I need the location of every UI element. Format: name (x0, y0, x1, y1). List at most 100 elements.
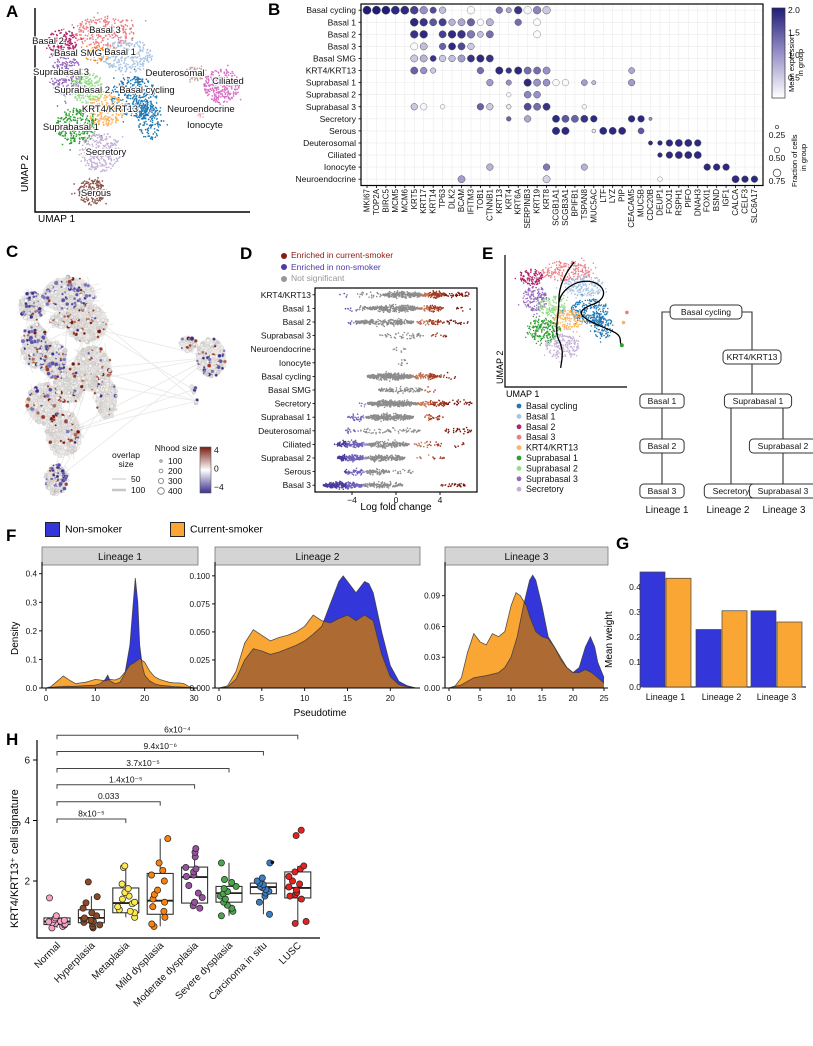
b-expression-dot (430, 67, 437, 74)
d-points (445, 399, 473, 406)
c-nhood-node (25, 338, 29, 342)
d-row-label: Serous (284, 467, 311, 477)
panel-d-legend-non-smoker: Enriched in non-smoker (281, 262, 381, 272)
c-nhood-node (76, 436, 80, 439)
c-nhood-node (68, 447, 72, 451)
c-nhood-node (42, 295, 47, 300)
c-nhood-node (91, 351, 95, 355)
d-points (347, 413, 364, 423)
b-gene-label: DLK2 (448, 188, 457, 209)
c-nhood-node (24, 298, 29, 303)
d-points (358, 402, 363, 407)
b-expression-dot (533, 30, 541, 39)
f-ytick-label: 0.000 (190, 684, 211, 693)
b-expression-dot (523, 90, 532, 99)
b-fraction-tick: 0.25 (769, 130, 786, 140)
f-facet-header (214, 546, 421, 566)
c-nhood-node (64, 482, 69, 487)
h-data-point (296, 880, 304, 888)
c-nhood-node (43, 394, 47, 398)
c-nhood-node (48, 469, 52, 473)
c-nhood-node (189, 384, 194, 389)
c-nhood-node (25, 403, 30, 408)
c-nhood-node (215, 341, 218, 345)
c-nhood-node (103, 382, 107, 386)
c-nhood-node (200, 343, 204, 347)
c-nhood-node (88, 386, 91, 389)
c-nhood-node (93, 333, 96, 336)
f-area-overlap (449, 603, 604, 688)
e-legend-dot-icon (516, 424, 522, 430)
b-expression-dot (495, 6, 503, 14)
c-nhood-node (39, 396, 42, 399)
b-expression-dot (457, 175, 466, 184)
h-data-point (96, 921, 104, 929)
c-nhood-node (33, 331, 37, 335)
b-expression-dot (703, 163, 711, 171)
b-gene-label: FOXJ1 (665, 188, 674, 213)
tree-node-label: Basal cycling (681, 307, 731, 317)
b-expression-dot (410, 18, 419, 27)
d-points (428, 319, 445, 326)
c-nhood-node (67, 390, 71, 394)
h-data-point (126, 907, 134, 915)
c-nhood-node (35, 295, 38, 298)
c-nhood-node (97, 363, 100, 366)
c-nhood-node (41, 356, 44, 359)
e-legend-dot-icon (516, 476, 522, 482)
b-gene-label: KRT4 (504, 188, 513, 209)
c-nhood-node (74, 303, 77, 306)
tree-lineage-label: Lineage 1 (645, 505, 688, 516)
b-expression-dot (628, 67, 635, 74)
c-nhood-node (28, 393, 32, 397)
h-data-point (88, 909, 96, 917)
d-row-label: Basal 3 (283, 480, 312, 490)
b-gene-label: TOP2A (372, 188, 381, 215)
h-data-point (161, 898, 169, 906)
f-outline-non-smoker (218, 575, 417, 689)
g-ytick-label: 0.0 (629, 682, 641, 692)
c-nhood-node (66, 372, 69, 376)
c-nhood-node (58, 311, 61, 314)
panel-a-letter: A (6, 2, 19, 21)
b-colorbar-tick: 1.5 (788, 28, 800, 38)
c-nhood-node (65, 287, 68, 291)
b-gene-label: KRT5 (410, 188, 419, 209)
f-xtick-label: 15 (537, 694, 547, 703)
c-nhood-node (55, 396, 60, 400)
c-nhood-node (73, 440, 77, 444)
c-nhood-node (27, 391, 31, 395)
c-nhood-node (95, 388, 100, 393)
c-nhood-node (45, 296, 50, 300)
c-nhood-node (54, 399, 57, 403)
c-colorbar-tick: −4 (214, 482, 224, 492)
f-xtick-label: 10 (91, 694, 101, 703)
b-gene-label: BPIFB1 (570, 188, 579, 216)
h-data-point (297, 895, 305, 903)
d-tick-label: −4 (347, 495, 357, 505)
b-gene-label: BIRC5 (381, 188, 390, 212)
c-nhood-node (46, 385, 50, 388)
c-nhood-node (35, 318, 38, 321)
c-nhood-node (96, 335, 100, 339)
c-nhood-node (90, 380, 95, 385)
h-data-point (255, 898, 263, 906)
c-nhood-node (44, 473, 48, 477)
d-points (345, 481, 364, 490)
c-nhood-node (50, 466, 54, 471)
c-nhood-node (63, 315, 67, 318)
b-gene-label: LTF (599, 189, 608, 203)
not-significant-label: Not significant (291, 273, 345, 283)
d-points (363, 480, 404, 489)
c-nhood-node (23, 356, 27, 361)
non-smoker-label: Enriched in non-smoker (291, 261, 381, 272)
c-nhood-node (100, 378, 104, 382)
a-cluster-label: Basal 2 (32, 36, 64, 47)
c-nhood-node (96, 318, 100, 322)
panel-g-ylabel: Mean weight (604, 611, 615, 668)
b-expression-dot (429, 6, 437, 14)
c-nhood-node (66, 453, 69, 456)
b-gene-label: IGF1 (722, 188, 731, 206)
tree-node-label: Suprabasal 2 (758, 441, 809, 451)
umap-points-ionocyte (202, 122, 208, 127)
